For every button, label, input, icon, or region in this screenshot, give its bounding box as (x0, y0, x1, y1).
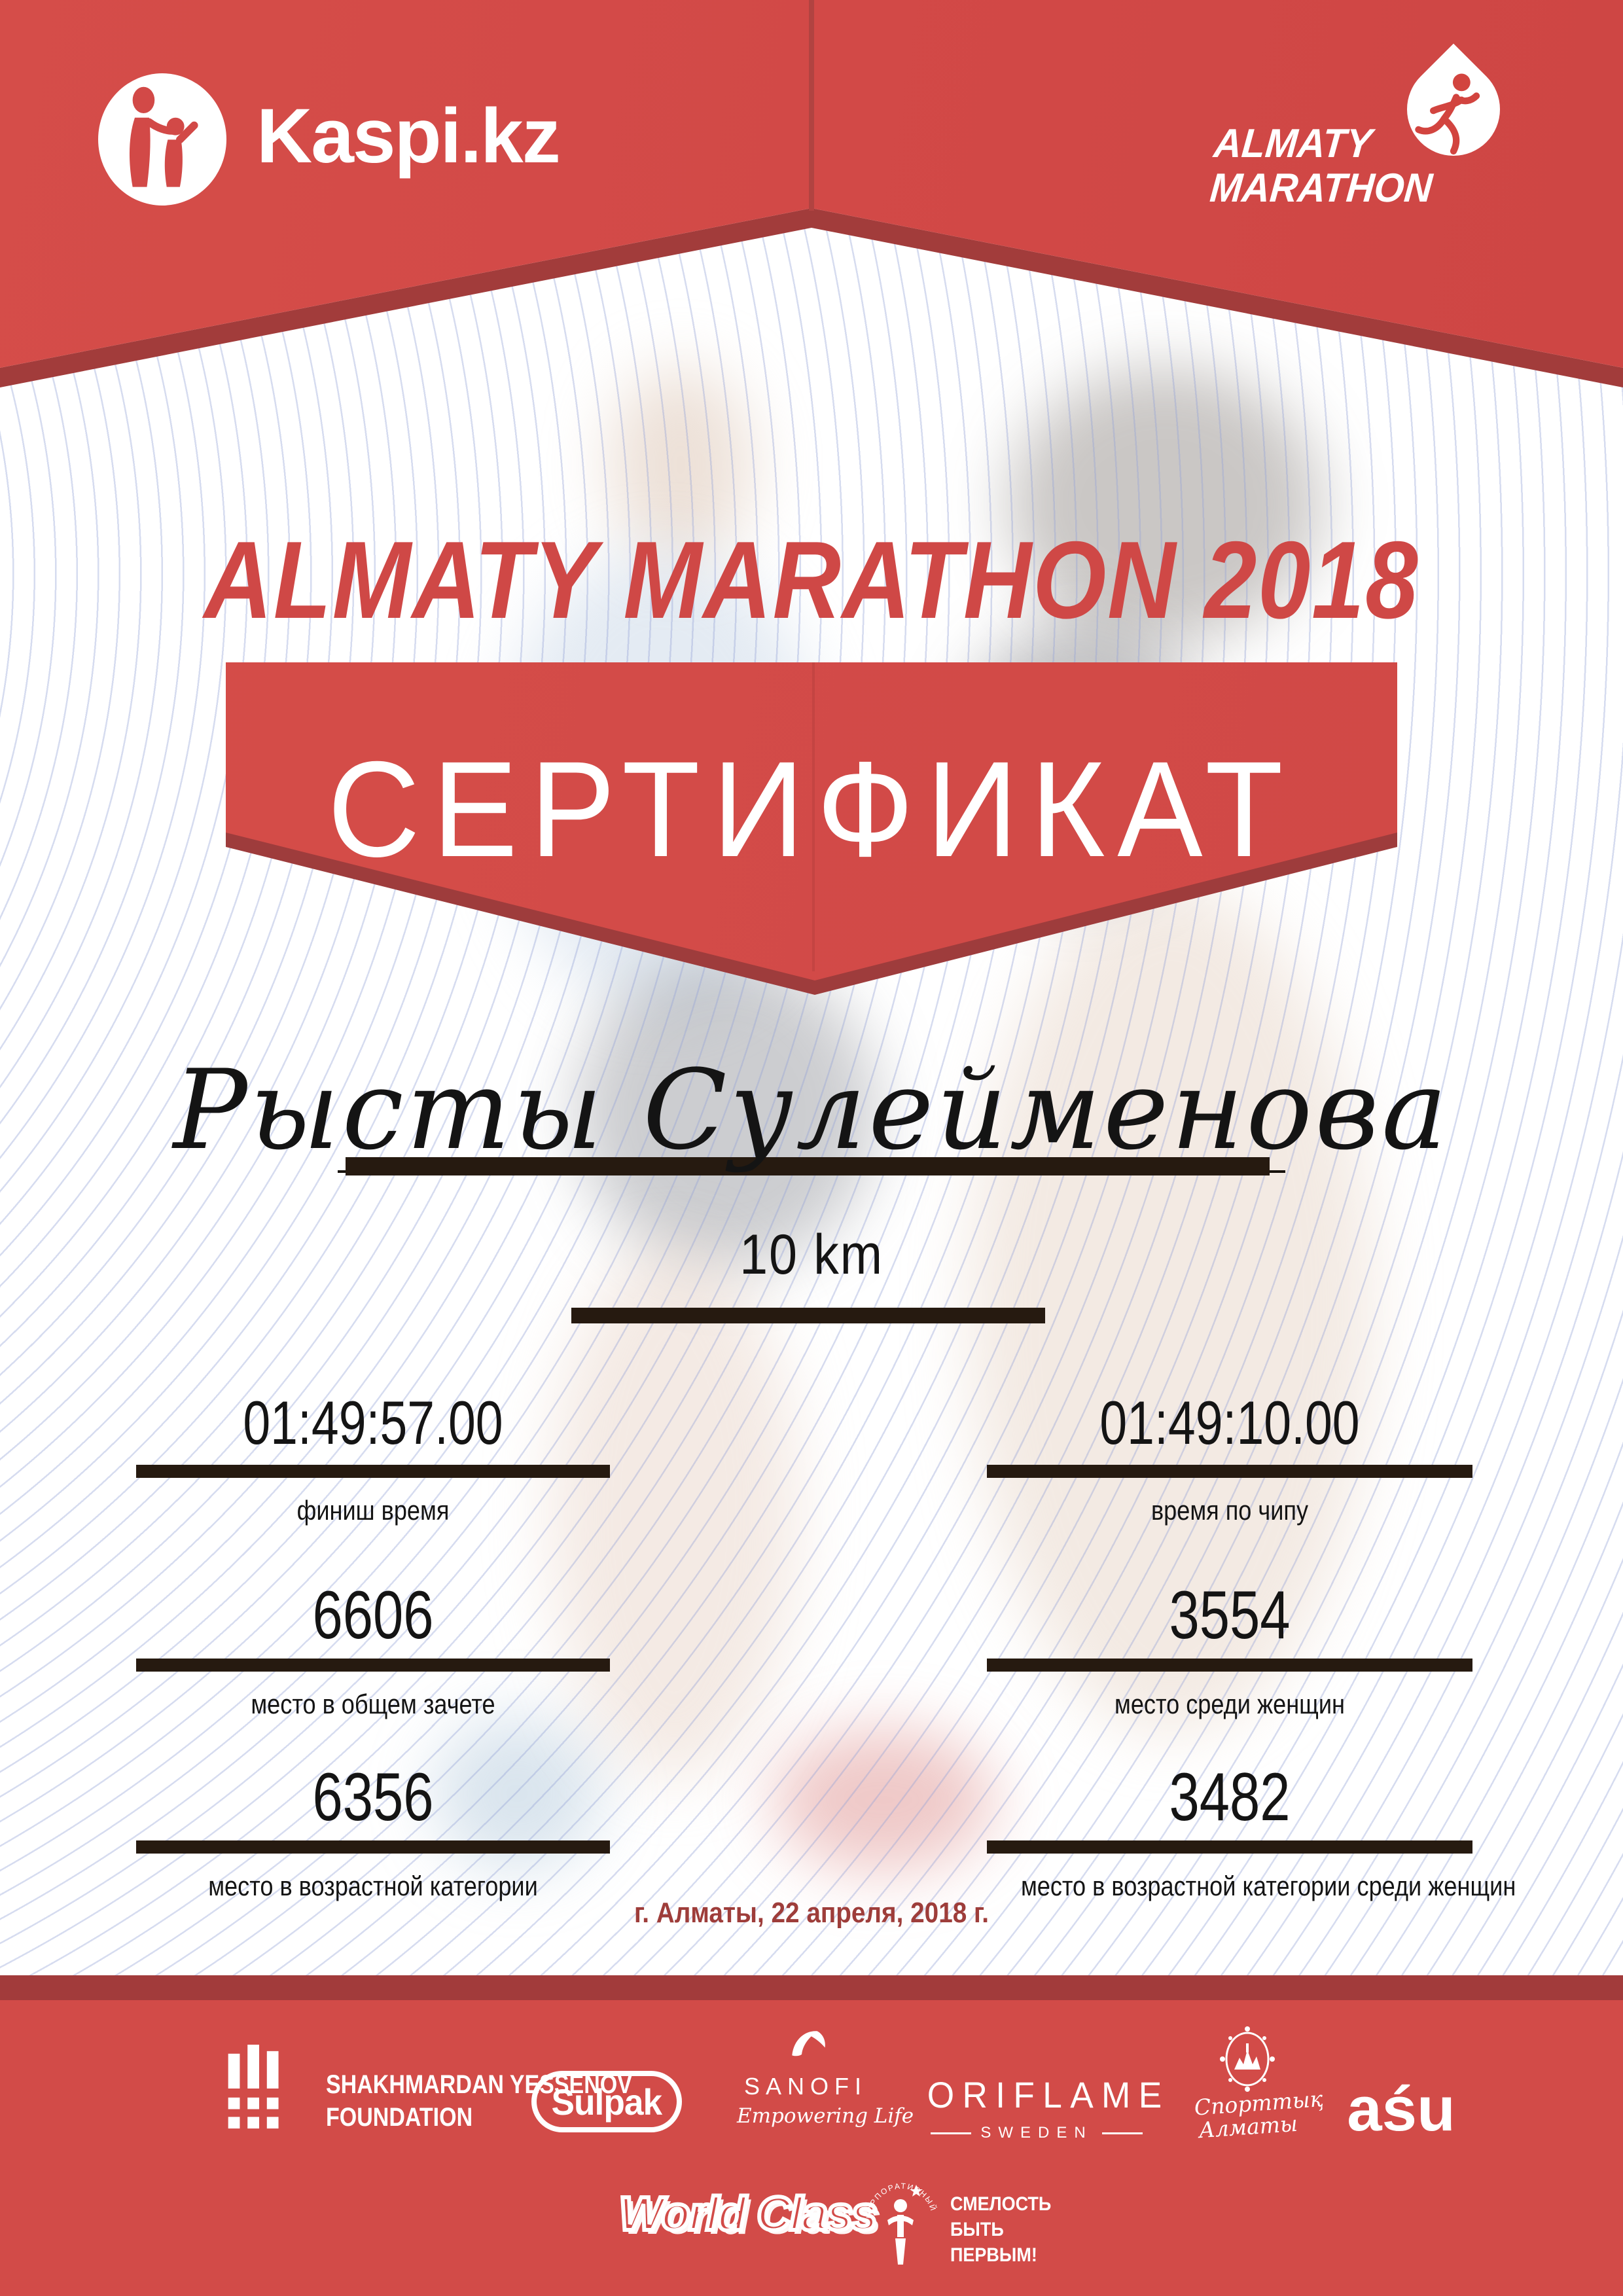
right-rule (1101, 2132, 1143, 2134)
header-center-seam (809, 0, 814, 211)
age-women-place-value: 3482 (1169, 1759, 1291, 1835)
courage-fund-emblem: КОРПОРАТИВНЫЙ ФОНД (863, 2168, 938, 2265)
date-line: г. Алматы, 22 апреля, 2018 г. (633, 1897, 990, 1929)
yessenov-foundation-icon (228, 2045, 279, 2129)
background-photo-blob (1008, 367, 1322, 641)
oriflame-country-label: SWEDEN (980, 2124, 1093, 2142)
distance-underline (571, 1308, 1045, 1323)
result-finish-time: 01:49:57.00 финиш время (136, 1386, 610, 1526)
result-age-women-place: 3482 место в возрастной категории среди … (987, 1759, 1516, 1902)
certificate-banner-seam (812, 662, 815, 971)
sanofi-tagline: Empowering Life (737, 2104, 914, 2128)
chip-time-value: 01:49:10.00 (1099, 1388, 1360, 1457)
age-place-value: 6356 (312, 1759, 434, 1835)
event-title: ALMATY MARATHON 2018 (204, 518, 1419, 641)
result-women-place: 3554 место среди женщин (987, 1577, 1472, 1720)
result-age-place: 6356 место в возрастной категории (136, 1759, 610, 1902)
footer-dark-strip (0, 1975, 1623, 2000)
fund-slogan-line2: БЫТЬ (950, 2219, 1004, 2240)
background-photo-blob (609, 367, 753, 563)
almaty-marathon-logo (1386, 41, 1521, 182)
stat-underline (136, 1465, 610, 1478)
certificate-banner (0, 655, 1623, 1001)
certificate-title: СЕРТИФИКАТ (327, 734, 1296, 886)
background-photo-blob (576, 956, 877, 1270)
oriflame-sweden-row: SWEDEN (921, 2124, 1152, 2142)
sport-almaty-logo: Спорттық Алматы (1194, 2026, 1324, 2143)
result-chip-time: 01:49:10.00 время по чипу (987, 1386, 1472, 1526)
women-place-value: 3554 (1169, 1577, 1291, 1653)
kaspi-logo (98, 73, 226, 206)
distance-value: 10 km (740, 1223, 883, 1286)
yessenov-line2: FOUNDATION (326, 2103, 473, 2132)
finish-time-label: финиш время (296, 1495, 450, 1526)
result-overall-place: 6606 место в общем зачете (136, 1577, 610, 1720)
fund-slogan-line1: СМЕЛОСТЬ (950, 2193, 1052, 2215)
sanofi-label: SANOFI (743, 2073, 867, 2100)
sport-almaty-emblem-icon (1220, 2026, 1275, 2092)
almaty-logo-line1: ALMATY (1212, 121, 1374, 166)
background-photo-blob (550, 1244, 798, 1780)
women-place-label: место среди женщин (1114, 1689, 1346, 1719)
world-class-logo: World Class (617, 2186, 880, 2242)
stat-underline (136, 1840, 610, 1854)
oriflame-logo: ORIFLAME SWEDEN (921, 2073, 1170, 2142)
stat-underline (136, 1659, 610, 1672)
sport-almaty-label: Спорттық Алматы (1194, 2086, 1324, 2144)
age-women-place-label: место в возрастной категории среди женщи… (1020, 1871, 1516, 1901)
courage-fund-slogan: СМЕЛОСТЬ БЫТЬ ПЕРВЫМ! (950, 2191, 1051, 2268)
finish-time-value: 01:49:57.00 (243, 1388, 503, 1457)
footer-sponsor-band: SHAKHMARDAN YESSENOV FOUNDATION Sulpak S… (0, 2000, 1623, 2296)
participant-name: Рысты Сулейменова (173, 1046, 1450, 1174)
sport-almaty-line2: Алматы (1198, 2110, 1299, 2144)
kaspi-people-icon (129, 86, 198, 187)
sulpak-label: Sulpak (551, 2081, 663, 2123)
runner-icon (1415, 73, 1480, 155)
stat-underline (987, 1659, 1472, 1672)
stat-underline (987, 1465, 1472, 1478)
left-rule (931, 2132, 972, 2134)
age-place-label: место в возрастной категории (208, 1871, 538, 1901)
oriflame-label: ORIFLAME (927, 2074, 1170, 2115)
overall-place-value: 6606 (312, 1577, 434, 1653)
name-underline (346, 1157, 1270, 1175)
sanofi-bird-icon (792, 2031, 825, 2056)
fund-slogan-line3: ПЕРВЫМ! (950, 2244, 1037, 2266)
kaspi-logo-text: Kaspi.kz (257, 93, 561, 179)
header-banner: Kaspi.kz ALMATY MARATHON (0, 0, 1623, 393)
sulpak-logo: Sulpak (531, 2071, 682, 2132)
almaty-marathon-logo-text: ALMATY MARATHON (1208, 121, 1438, 211)
asu-logo: aśu (1347, 2074, 1455, 2144)
overall-place-label: место в общем зачете (251, 1689, 495, 1719)
almaty-logo-line2: MARATHON (1208, 166, 1435, 211)
background-photo-blob (772, 1728, 995, 1872)
sanofi-logo: SANOFI Empowering Life (737, 2025, 914, 2128)
stat-underline (987, 1840, 1472, 1854)
chip-time-label: время по чипу (1150, 1495, 1309, 1526)
